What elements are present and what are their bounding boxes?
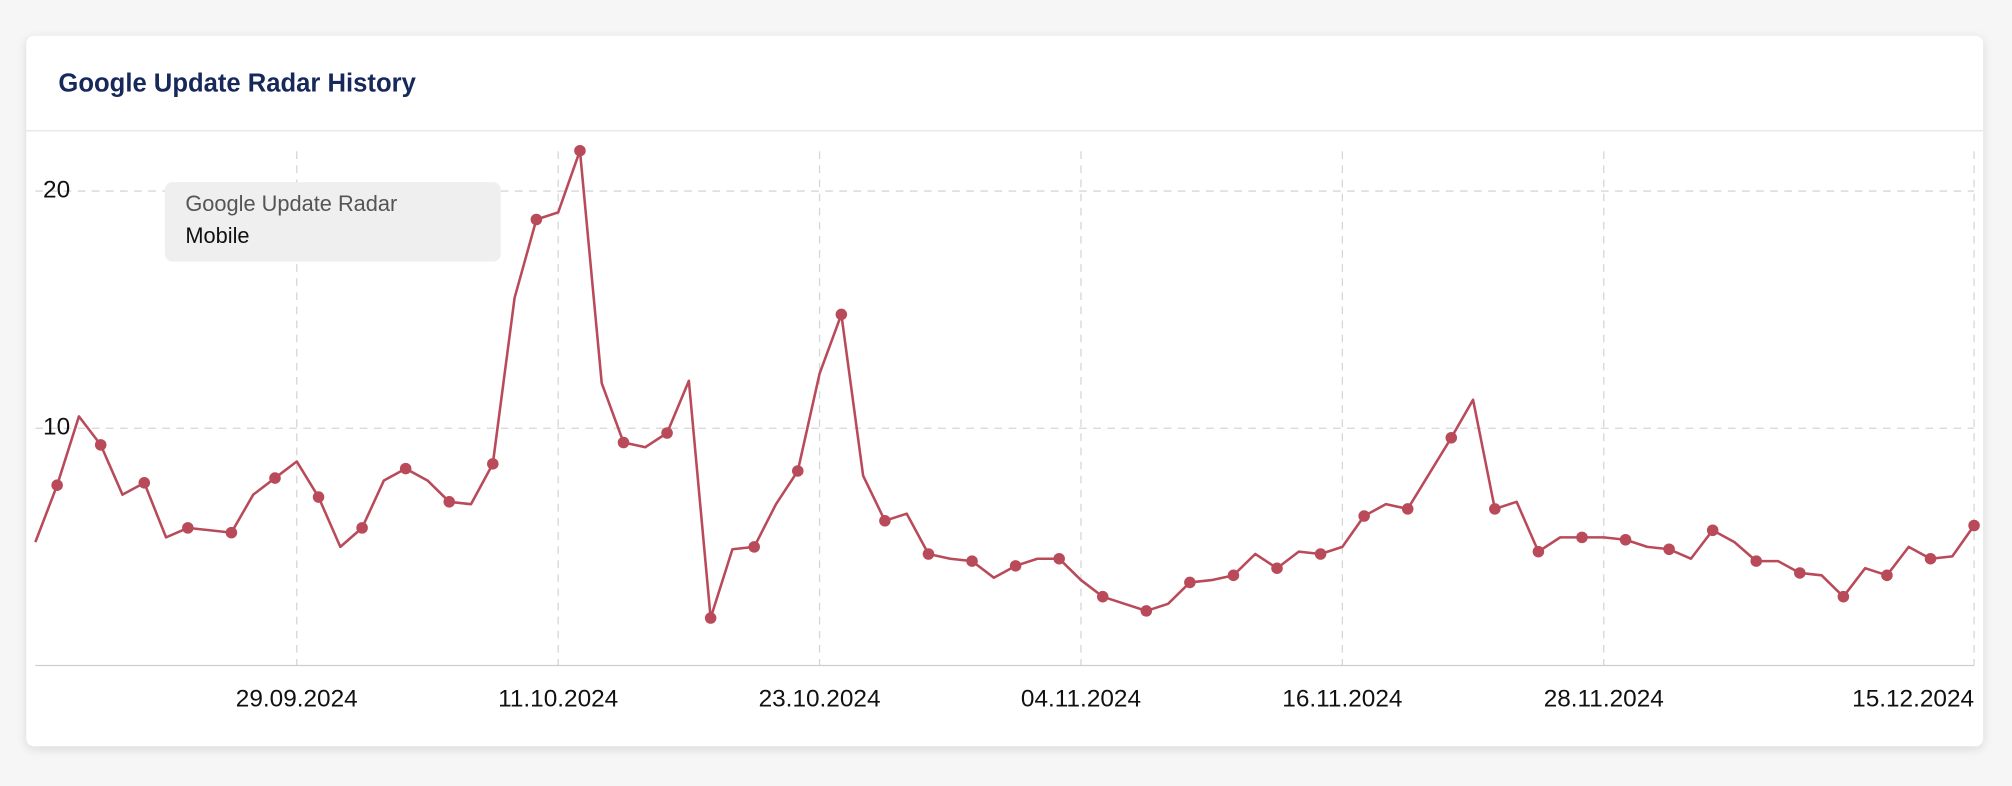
point [617,436,630,449]
point [792,465,804,477]
point [487,458,499,470]
point [1489,503,1501,515]
point [661,427,673,439]
point [1968,519,1980,532]
point [356,522,368,534]
point [1924,552,1937,565]
point [1184,576,1196,589]
point [1576,531,1588,544]
point [1053,552,1065,565]
x-tick-label: 29.09.2024 [236,686,358,713]
point [966,555,978,567]
point [269,472,281,484]
point [1706,524,1719,537]
point [1881,569,1893,582]
point [1837,590,1850,603]
point [1271,562,1283,574]
point [225,526,238,539]
point [1794,567,1806,579]
x-tick-label: 04.11.2024 [1021,686,1141,713]
legend-title: Google Update Radar [185,191,397,216]
point [443,496,456,508]
point [1009,560,1022,572]
point [574,144,586,157]
card [26,35,1984,747]
point [1401,503,1414,515]
point [399,462,412,475]
point [1227,569,1240,582]
y-tick-label: 10 [43,414,70,441]
x-tick-label: 15.12.2024 [1852,686,1974,713]
point [922,548,935,560]
point [879,515,891,527]
point [182,522,194,534]
point [1532,545,1545,558]
x-tick-label: 11.10.2024 [498,686,618,713]
point [1445,431,1458,444]
point [1096,590,1109,603]
x-tick-label: 28.11.2024 [1544,686,1664,713]
legend-box [164,182,501,262]
point [1140,605,1153,617]
point [312,491,325,503]
y-tick-label: 20 [43,176,70,203]
point [530,213,543,226]
point [138,477,151,489]
plot: 10 20 29.09.2024 11.10.2024 23.10.2024 04.11.… [34,144,1980,713]
point [1619,533,1632,546]
point [94,439,107,451]
point [835,308,848,321]
point [1314,548,1327,560]
point [51,479,63,491]
point [1750,555,1763,567]
legend-entry: Mobile [185,223,249,248]
point [1358,510,1370,522]
point [748,541,760,553]
card-title: Google Update Radar History [58,69,416,97]
point [704,612,717,624]
x-tick-label: 23.10.2024 [759,686,881,713]
point [1663,543,1675,556]
x-tick-label: 16.11.2024 [1282,686,1402,713]
